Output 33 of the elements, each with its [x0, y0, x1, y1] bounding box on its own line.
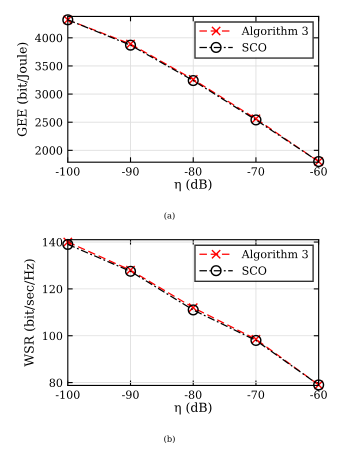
- legend-label: SCO: [242, 266, 266, 275]
- y-axis-title: GEE (bit/Joule): [17, 42, 30, 136]
- legend-label: SCO: [242, 43, 266, 52]
- text: (a): [164, 212, 175, 220]
- text: (b): [164, 435, 175, 444]
- x-tick-label: -80: [184, 167, 202, 176]
- x-tick-label: -70: [247, 390, 264, 399]
- legend-label: Algorithm 3: [242, 26, 308, 38]
- x-tick-label: -100: [56, 167, 80, 176]
- x-axis-title: η (dB): [174, 179, 212, 192]
- y-tick-label: 140: [43, 238, 62, 246]
- point: [62, 238, 74, 250]
- y-tick-label: 2000: [35, 146, 62, 155]
- x-tick-label: -60: [310, 167, 327, 176]
- x-axis-title: η (dB): [174, 402, 212, 414]
- point: [188, 304, 199, 316]
- x-tick-label: -90: [122, 390, 139, 399]
- y-tick-label: 3500: [36, 62, 62, 70]
- x-tick-label: -90: [122, 167, 139, 176]
- x-tick-label: -70: [247, 167, 264, 176]
- x-tick-label: -80: [184, 390, 202, 399]
- y-tick-label: 100: [43, 332, 62, 340]
- legend-label: Algorithm 3: [242, 250, 308, 261]
- point: [62, 237, 73, 247]
- y-tick-label: 4000: [35, 34, 62, 42]
- y-tick-label: 80: [50, 378, 62, 387]
- y-tick-label: 2500: [35, 118, 62, 127]
- x-tick-label: -100: [56, 390, 80, 399]
- x-tick-label: -60: [310, 390, 327, 399]
- y-tick-label: 120: [43, 284, 62, 294]
- point: [188, 302, 198, 312]
- y-axis-title: WSR (bit/sec/Hz): [24, 259, 36, 367]
- y-tick-label: 3000: [36, 90, 62, 98]
